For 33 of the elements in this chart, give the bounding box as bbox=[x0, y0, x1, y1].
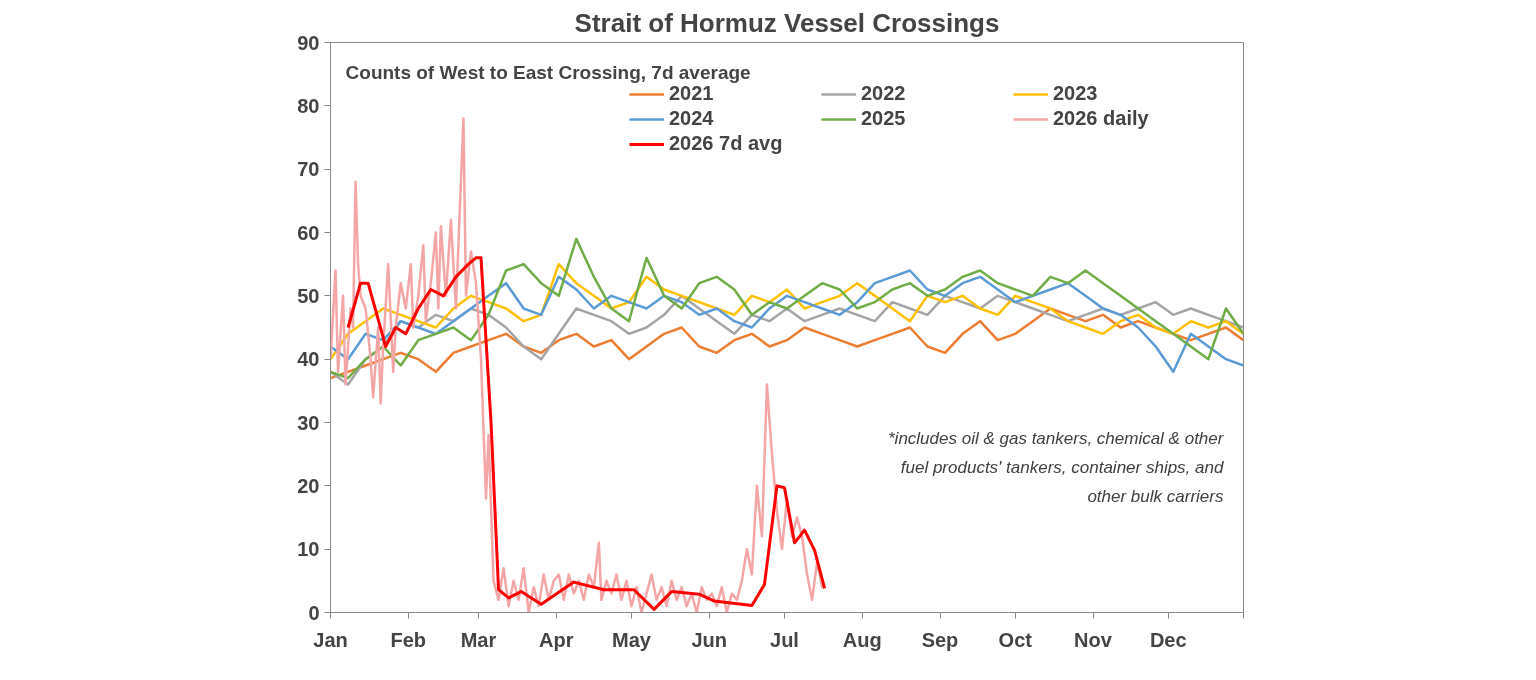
y-tick-label: 10 bbox=[297, 538, 320, 561]
annotation: *includes oil & gas tankers, chemical & other fuel products' tankers, container ships, and other bulk carriers bbox=[887, 428, 1225, 507]
x-tick-label: Jan bbox=[313, 628, 348, 651]
x-tick-label: Dec bbox=[1149, 628, 1187, 651]
y-tick-label: 20 bbox=[297, 474, 320, 497]
y-tick-label: 60 bbox=[297, 221, 320, 244]
y-tick-label: 30 bbox=[297, 411, 320, 434]
legend-label: 2024 bbox=[669, 107, 715, 130]
x-tick-label: Oct bbox=[998, 628, 1033, 651]
x-tick-label: Apr bbox=[539, 628, 574, 651]
x-tick-label: Jul bbox=[770, 628, 799, 651]
x-tick-label: May bbox=[612, 628, 652, 651]
chart-title: Strait of Hormuz Vessel Crossings bbox=[574, 7, 1000, 38]
legend-label: 2021 bbox=[669, 82, 714, 105]
legend-label: 2025 bbox=[861, 107, 907, 130]
y-tick-label: 0 bbox=[308, 601, 320, 624]
y-tick-label: 50 bbox=[297, 284, 320, 307]
legend-label: 2023 bbox=[1053, 82, 1099, 105]
y-tick-label: 40 bbox=[297, 348, 320, 371]
x-tick-label: Sep bbox=[921, 628, 959, 651]
line-series bbox=[346, 256, 827, 611]
x-tick-label: Nov bbox=[1074, 628, 1113, 651]
y-tick-label: 80 bbox=[297, 94, 320, 117]
x-tick-label: Feb bbox=[390, 628, 427, 651]
legend-label: 2026 7d avg bbox=[669, 132, 784, 155]
text: Counts of West to East Crossing, 7d average bbox=[345, 61, 751, 83]
legend-label: 2022 bbox=[861, 82, 907, 105]
x-tick-label: Mar bbox=[460, 628, 497, 651]
legend-label: 2026 daily bbox=[1053, 107, 1150, 130]
y-tick-label: 90 bbox=[297, 31, 320, 54]
y-tick-label: 70 bbox=[297, 158, 320, 181]
x-tick-label: Jun bbox=[691, 628, 728, 651]
x-tick-label: Aug bbox=[842, 628, 882, 651]
